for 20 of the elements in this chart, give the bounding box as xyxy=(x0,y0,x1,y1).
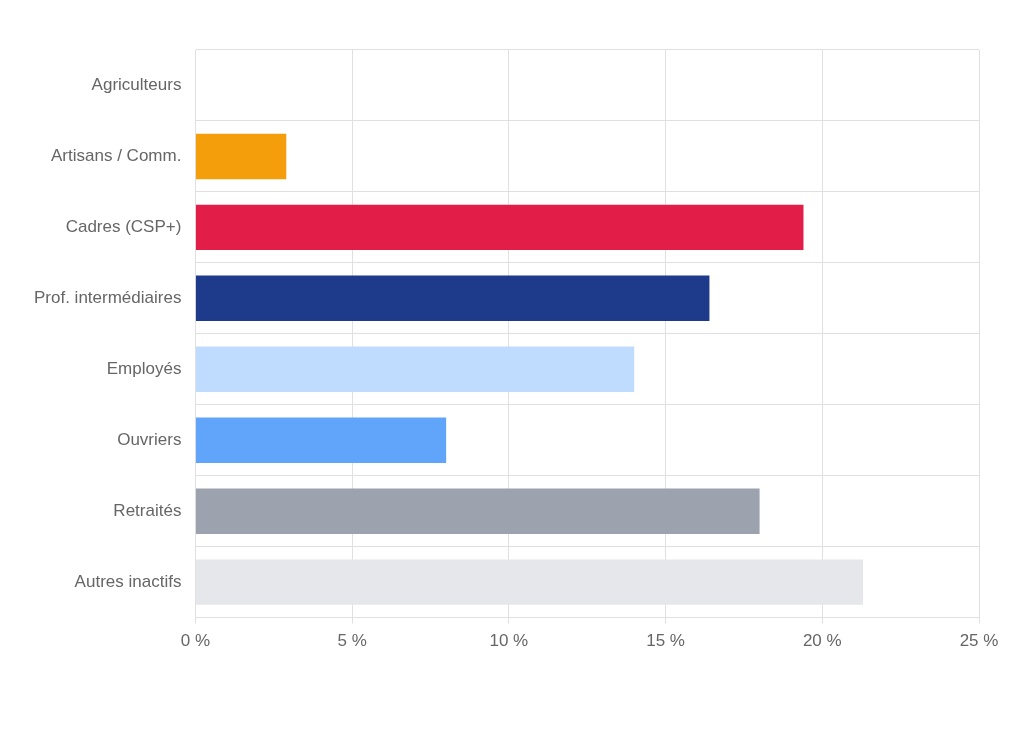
y-tick-label: Artisans / Comm. xyxy=(51,146,182,166)
bar xyxy=(195,133,287,180)
bar xyxy=(195,346,635,392)
y-tick-label: Ouvriers xyxy=(117,429,182,449)
y-tick-label: Agriculteurs xyxy=(91,75,182,95)
y-tick-label: Prof. intermédiaires xyxy=(34,288,182,308)
x-tick-label: 5 % xyxy=(337,631,367,651)
y-tick-label: Employés xyxy=(106,358,182,378)
x-tick-label: 10 % xyxy=(489,631,529,651)
bar xyxy=(195,488,760,534)
y-tick-label: Retraités xyxy=(113,500,182,520)
bar xyxy=(195,275,710,322)
x-tick-label: 20 % xyxy=(802,631,842,651)
x-tick-label: 0 % xyxy=(180,631,211,651)
y-tick-label: Autres inactifs xyxy=(74,571,182,591)
y-tick-label: Cadres (CSP+) xyxy=(65,217,182,237)
bar xyxy=(195,417,447,463)
bar xyxy=(195,204,804,251)
x-tick-label: 15 % xyxy=(646,631,685,651)
x-tick-label: 25 % xyxy=(959,631,999,651)
